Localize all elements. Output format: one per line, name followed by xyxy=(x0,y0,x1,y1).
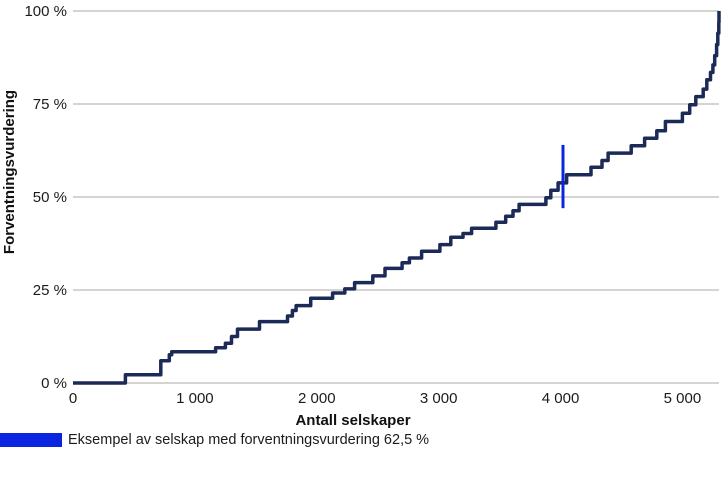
y-tick-label-25: 25 % xyxy=(33,282,67,299)
chart: 0 % 25 % 50 % 75 % 100 % 0 1 000 2 000 3 000 4 0… xyxy=(1,3,721,429)
x-tick-label-1000: 1 000 xyxy=(176,390,214,407)
series-layer xyxy=(73,11,721,385)
x-tick-label-2000: 2 000 xyxy=(298,390,336,407)
x-tick-labels: 0 1 000 2 000 3 000 4 000 5 000 xyxy=(69,390,701,407)
x-tick-label-3000: 3 000 xyxy=(420,390,458,407)
x-tick-label-0: 0 xyxy=(69,390,77,407)
gridlines xyxy=(73,10,719,384)
series-line-0 xyxy=(73,11,721,385)
y-tick-label-50: 50 % xyxy=(33,189,67,206)
legend-label-annotation: Eksempel av selskap med forventningsvurd… xyxy=(68,432,430,448)
x-tick-label-4000: 4 000 xyxy=(542,390,580,407)
legend: Eksempel av selskap med forventningsvurd… xyxy=(0,432,429,448)
y-axis-title: Forventningsvurdering xyxy=(1,90,18,254)
x-axis-title: Antall selskaper xyxy=(295,412,410,429)
legend-swatch-annotation xyxy=(0,433,62,447)
y-tick-label-75: 75 % xyxy=(33,96,67,113)
y-tick-label-0: 0 % xyxy=(41,375,67,392)
x-tick-label-5000: 5 000 xyxy=(664,390,702,407)
y-tick-labels: 0 % 25 % 50 % 75 % 100 % xyxy=(24,3,67,392)
y-tick-label-100: 100 % xyxy=(24,3,67,20)
